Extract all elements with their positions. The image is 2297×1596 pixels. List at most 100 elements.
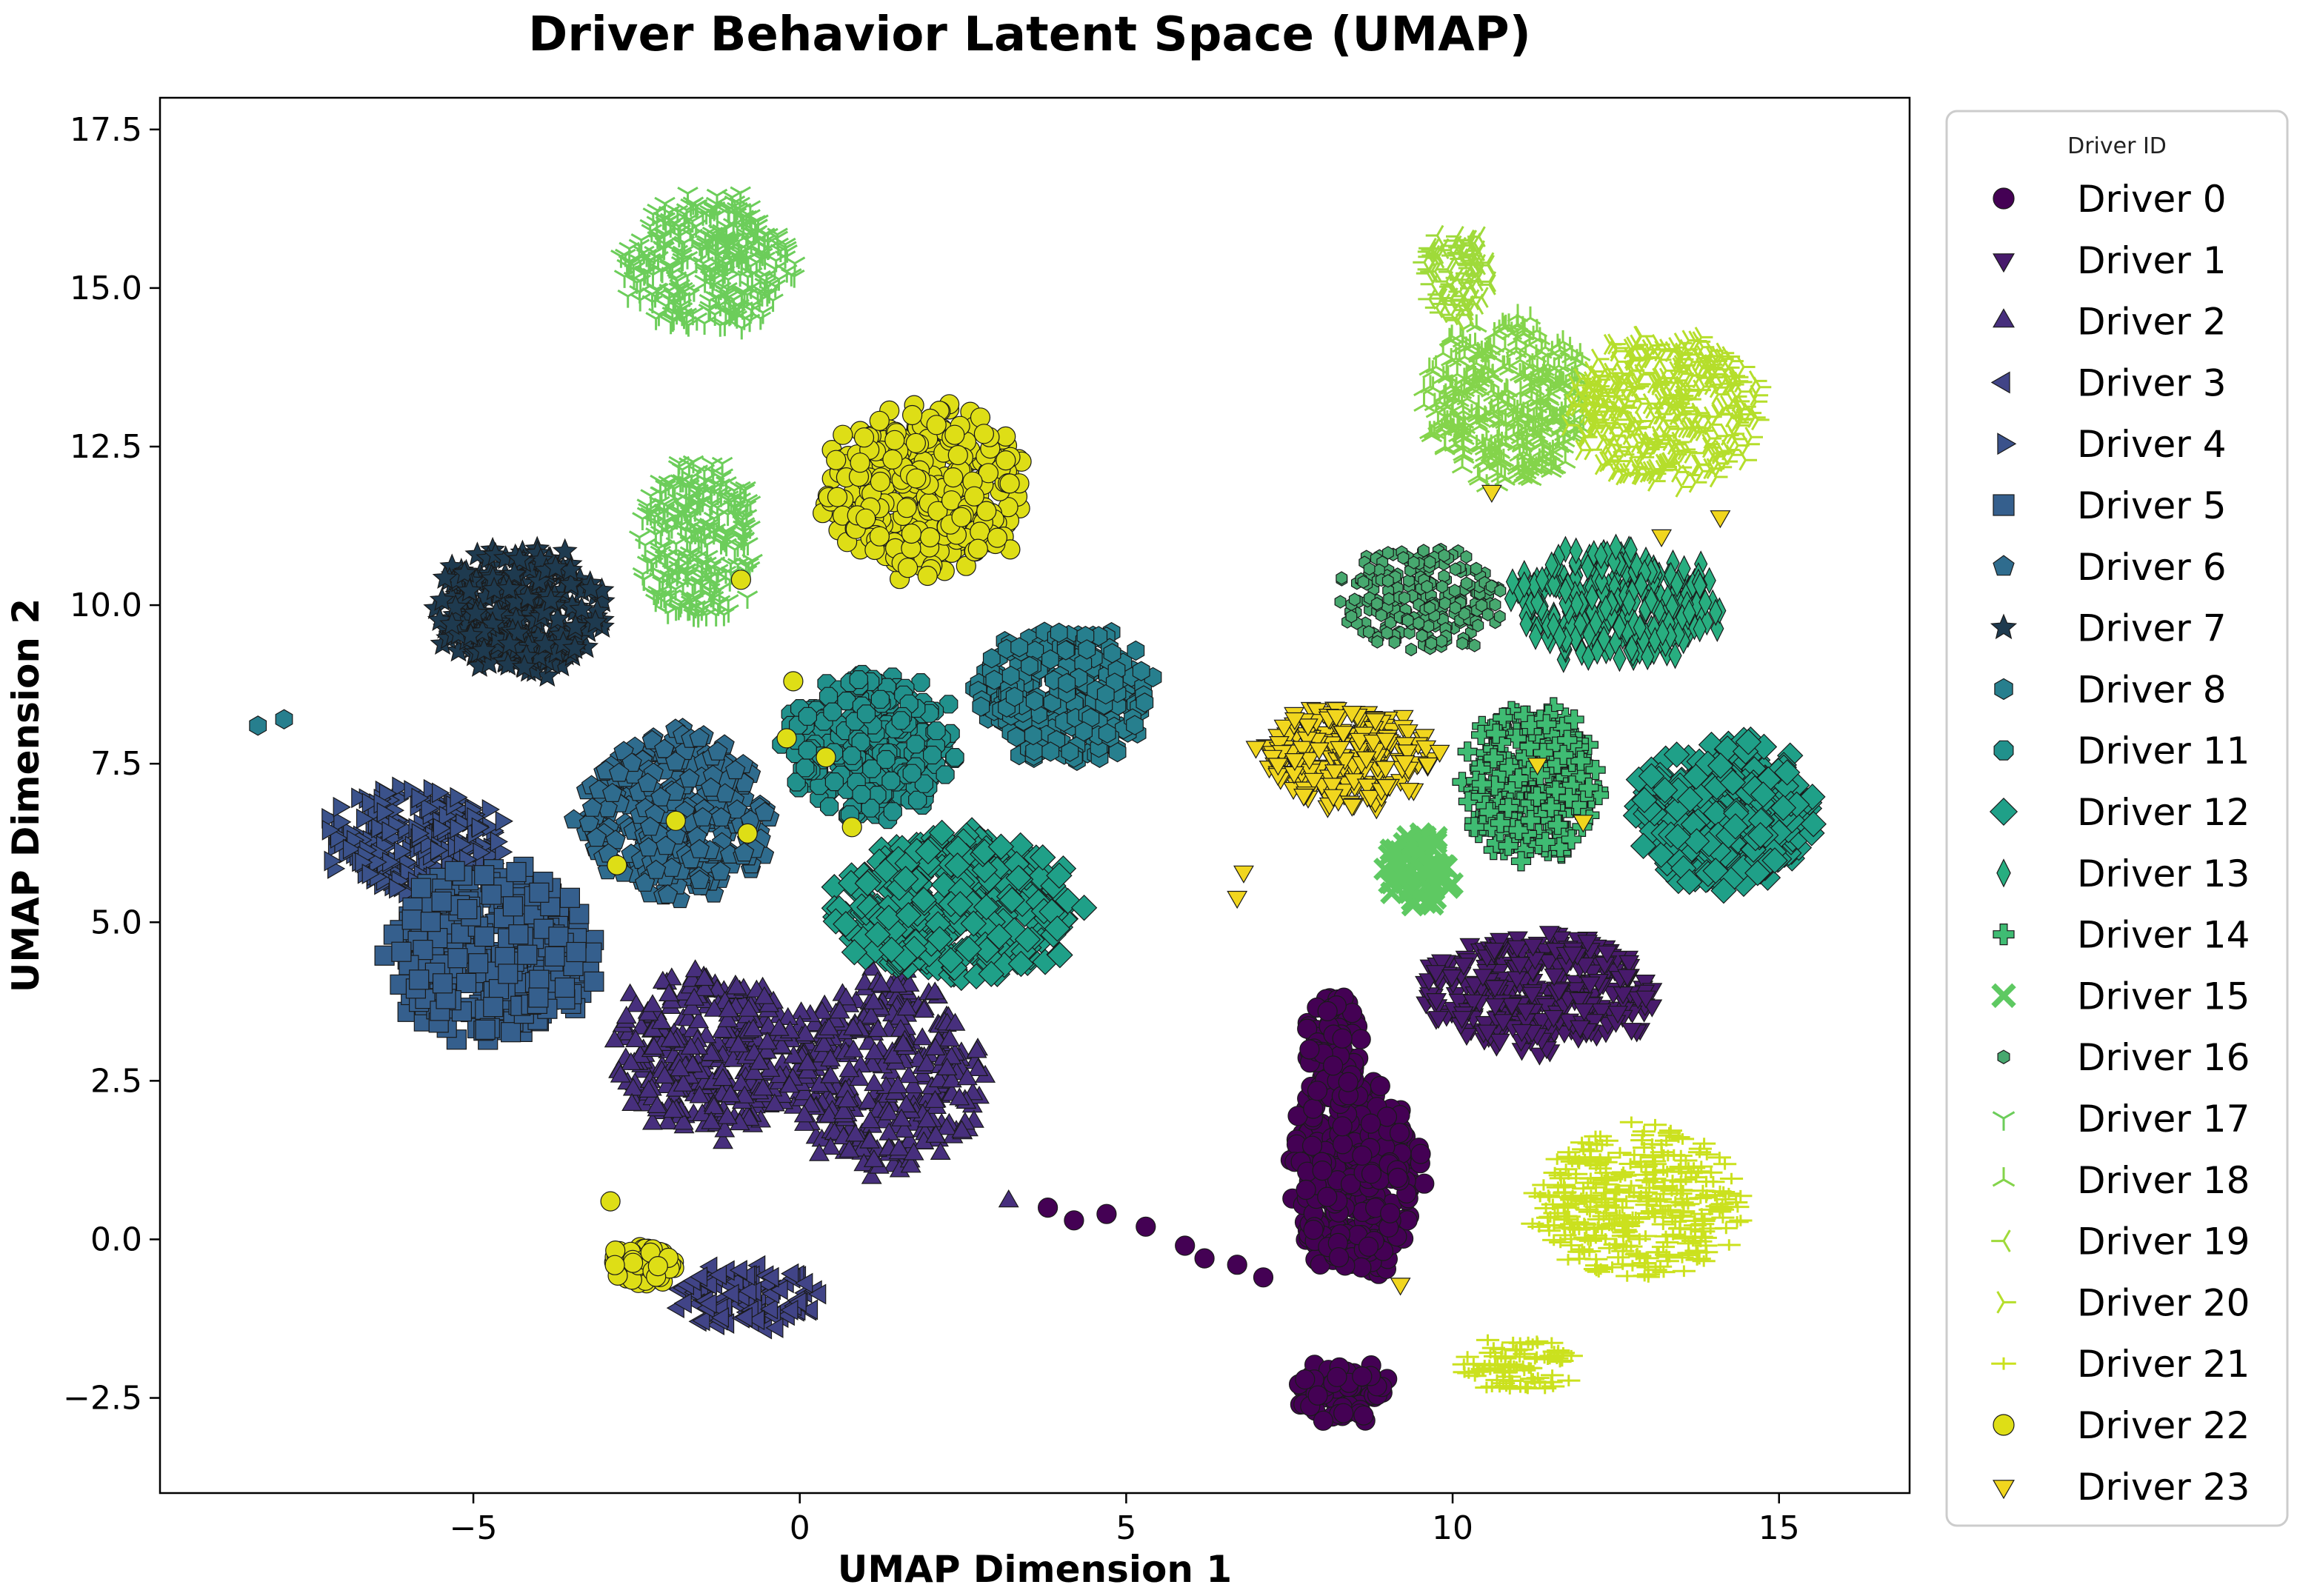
series-driver-16 [1334,542,1507,657]
data-point [1050,622,1068,643]
data-point [333,796,351,818]
data-point [420,912,441,932]
series-driver-15 [1373,822,1464,917]
data-point [1126,715,1144,735]
data-point [1389,1123,1410,1143]
data-point [1075,721,1093,742]
data-point [1253,1267,1274,1288]
data-point [642,994,663,1012]
data-point [1340,1174,1361,1195]
data-point [483,996,504,1018]
data-point [1058,672,1076,693]
data-point [1322,1055,1344,1076]
data-point [936,765,955,784]
data-point [849,670,868,690]
data-point [798,741,817,760]
data-point [883,802,902,821]
data-point [1024,725,1042,746]
data-point [1194,1248,1215,1269]
data-point [1303,1098,1324,1119]
data-point [982,648,1001,669]
data-point [559,887,581,908]
data-point [502,896,524,917]
data-point [584,971,604,992]
scatter-points [249,186,1827,1431]
data-point [467,953,489,974]
data-point [1227,1255,1247,1275]
data-point [1299,1039,1320,1060]
data-point [1061,741,1079,762]
data-point [1332,1028,1353,1049]
data-point [401,909,422,930]
series-driver-13 [1504,533,1727,673]
data-point [1307,1385,1328,1406]
data-point [998,1189,1019,1208]
data-point [852,784,871,804]
data-point [1327,1366,1347,1387]
data-point [1360,1113,1381,1134]
data-point [819,797,839,816]
data-point [498,964,519,984]
data-point [1414,1173,1435,1194]
data-point [1332,1134,1353,1155]
data-point [922,745,942,765]
data-point [566,941,587,963]
data-point [391,941,412,962]
data-point [1438,569,1450,584]
data-point [824,772,844,792]
data-point [796,758,815,778]
data-point [1001,665,1020,687]
data-point [383,924,404,945]
data-point [1005,687,1024,707]
data-point [517,944,538,965]
data-point [972,696,990,717]
series-driver-1 [1415,926,1663,1066]
data-point [410,878,432,898]
data-point [544,946,565,967]
data-point [1338,1072,1358,1092]
data-point [881,771,901,790]
data-point [1350,1029,1371,1049]
series-driver-2 [604,958,1019,1208]
data-point [927,721,946,741]
data-point [554,977,576,998]
data-point [475,1019,496,1040]
data-point [249,715,267,736]
data-point [1370,1075,1390,1097]
data-point [1025,690,1044,712]
data-point [1103,643,1121,664]
data-point [506,861,527,883]
data-point [1332,1116,1353,1137]
data-point [1328,1247,1350,1268]
data-point [1410,1143,1431,1164]
data-point [1136,692,1154,713]
data-point [1307,1081,1328,1101]
data-point [1078,639,1096,660]
data-point [1136,1216,1156,1237]
series-driver-3 [666,1255,827,1340]
data-point [1007,727,1025,747]
data-point [908,790,927,809]
data-point [1296,1179,1316,1201]
data-point [1037,1197,1059,1218]
data-point [409,969,430,990]
data-point [891,711,910,730]
data-point [1352,1145,1373,1166]
series-driver-7 [423,535,616,687]
data-point [870,690,890,709]
data-point [1041,649,1059,670]
data-point [1457,741,1478,762]
chart-title: Driver Behavior Latent Space (UMAP) [528,7,1531,62]
data-point [1064,1210,1084,1231]
data-point [474,865,495,886]
data-point [1352,1366,1373,1387]
data-point [457,898,478,920]
data-point [1380,1203,1401,1223]
data-point [1297,1018,1318,1039]
data-point [432,973,453,994]
data-point [1387,1167,1408,1189]
data-point [1317,1001,1338,1022]
data-point [1098,723,1116,744]
data-point [876,749,896,769]
